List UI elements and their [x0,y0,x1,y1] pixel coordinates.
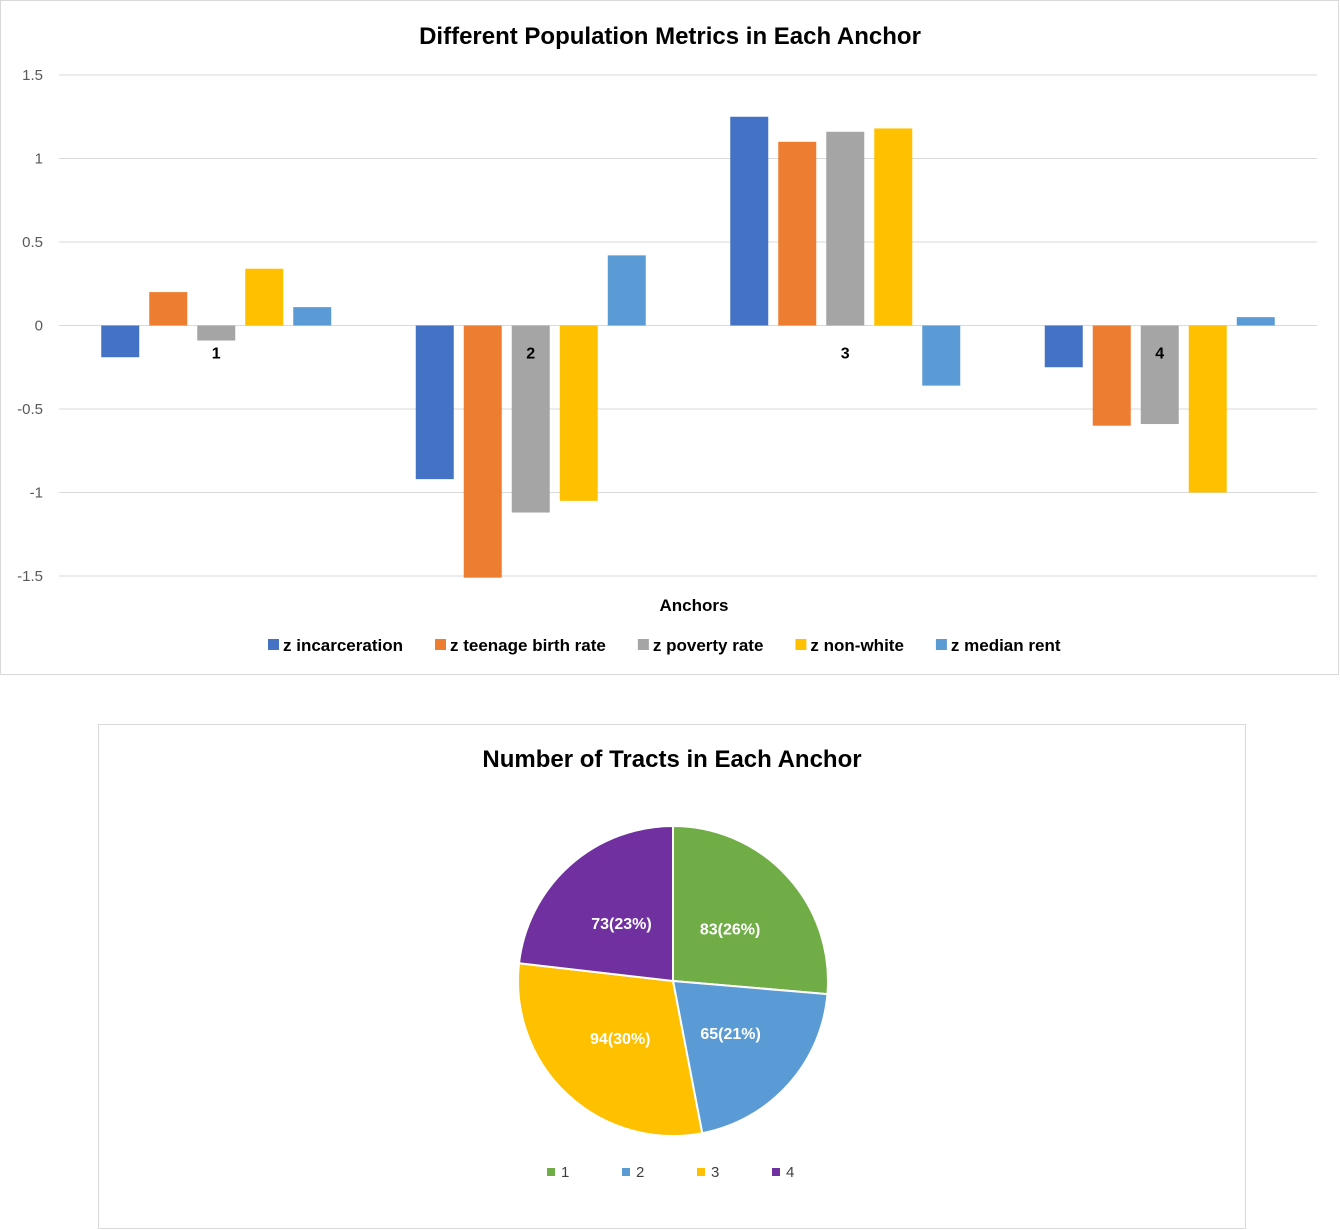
y-tick-label: -1.5 [17,568,43,585]
legend-label: z poverty rate [653,636,764,655]
y-tick-label: 0 [35,318,43,335]
pie-chart-title: Number of Tracts in Each Anchor [482,746,861,773]
legend-swatch [622,1168,630,1176]
legend-swatch [637,639,649,650]
bar [559,325,598,501]
bar [245,268,284,326]
bar [101,325,140,358]
category-label: 3 [841,346,850,363]
y-tick-label: -0.5 [17,401,43,418]
pie-chart-panel: Number of Tracts in Each Anchor 83(26%) 6… [98,724,1246,1229]
bar-chart: Different Population Metrics in Each Anc… [17,23,1317,655]
bar [778,141,817,326]
legend-label: z teenage birth rate [450,636,606,655]
category-label: 4 [1155,346,1164,363]
pie-slice [517,824,674,983]
legend-swatch [547,1168,555,1176]
bar [922,325,961,386]
legend-swatch [268,639,279,650]
bar [1140,325,1179,425]
bar-chart-title: Different Population Metrics in Each Anc… [419,23,921,50]
pie-slice [671,979,829,1135]
bar [197,325,236,341]
legend-swatch [935,639,947,650]
bar-chart-bars [101,116,1275,578]
bar [1092,325,1131,426]
pie-data-label: 94(30%) [590,1031,650,1048]
legend-label: z non-white [810,636,903,655]
pie-slice [517,962,704,1137]
bar [149,292,188,326]
category-label: 1 [212,346,221,363]
pie-data-label: 83(26%) [700,922,760,939]
bar [730,116,769,326]
bar [874,128,913,326]
bar-chart-y-tick-labels: 1.5 1 0.5 0 -0.5 -1 -1.5 [17,67,43,585]
legend-swatch [697,1168,705,1176]
bar [826,131,865,326]
y-tick-label: 1 [35,151,43,168]
legend-swatch [772,1168,780,1176]
pie-chart-legend: 1 2 3 4 [547,1164,794,1181]
bar [1188,325,1227,493]
pie-chart-slices [517,824,829,1137]
y-tick-label: 0.5 [22,234,43,251]
bar-chart-x-axis-title: Anchors [660,596,729,615]
bar [293,307,332,326]
bar-chart-panel: Different Population Metrics in Each Anc… [0,0,1339,675]
bar [511,325,550,513]
legend-label: z median rent [951,636,1061,655]
bar [1044,325,1083,368]
pie-chart: Number of Tracts in Each Anchor 83(26%) 6… [482,746,861,1181]
pie-data-label: 65(21%) [700,1026,760,1043]
bar [1236,317,1275,326]
legend-swatch [435,639,446,650]
pie-slice [672,824,829,996]
legend-label: z incarceration [283,636,403,655]
legend-label: 2 [636,1164,644,1181]
legend-label: 4 [786,1164,794,1181]
bar [607,255,646,326]
pie-chart-data-labels: 83(26%) 65(21%) 94(30%) 73(23%) [590,916,761,1048]
bar [415,325,454,480]
legend-swatch [795,639,807,650]
bar-chart-legend: z incarceration z teenage birth rate z pov… [268,636,1061,655]
legend-label: 1 [561,1164,569,1181]
bar-chart-category-labels: 1 2 3 4 [212,346,1165,363]
category-label: 2 [526,346,535,363]
y-tick-label: 1.5 [22,67,43,84]
y-tick-label: -1 [30,485,43,502]
pie-data-label: 73(23%) [591,916,651,933]
bar [463,325,502,578]
legend-label: 3 [711,1164,719,1181]
